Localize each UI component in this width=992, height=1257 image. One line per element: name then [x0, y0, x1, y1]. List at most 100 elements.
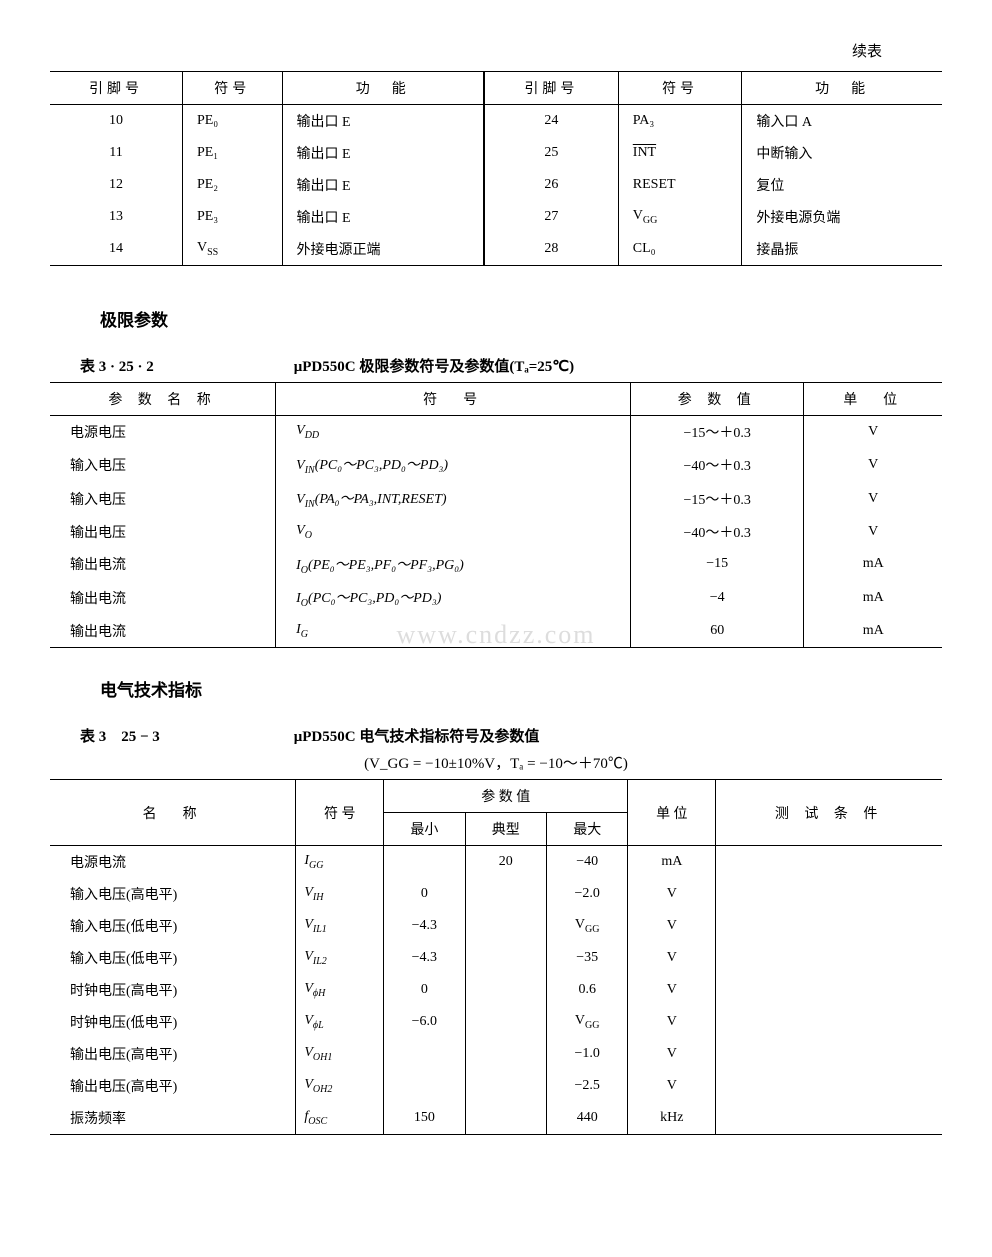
elec-typ	[465, 910, 546, 942]
table-row: 输出电流IO(PC₀～PC₃,PD₀～PD₃)−4mA	[50, 581, 942, 615]
elec-name: 时钟电压(高电平)	[50, 974, 296, 1006]
table-row: 振荡频率fOSC150440kHz	[50, 1102, 942, 1135]
pin-symbol: RESET	[618, 169, 742, 201]
elec-typ	[465, 1102, 546, 1135]
pin-num: 12	[50, 169, 182, 201]
table-row: 输出电压VO−40～＋0.3V	[50, 516, 942, 548]
elec-min: 0	[384, 974, 465, 1006]
elec-max: −40	[546, 846, 627, 879]
pin-symbol: PE₀	[182, 105, 282, 138]
param-unit: V	[804, 448, 942, 482]
t1-header: 引脚号	[50, 72, 182, 105]
pin-symbol: PE₂	[182, 169, 282, 201]
pin-func: 输入口 A	[742, 105, 942, 138]
elec-symbol: IGG	[296, 846, 384, 879]
elec-unit: V	[628, 878, 716, 910]
param-name: 输入电压	[50, 448, 276, 482]
t2-header: 单 位	[804, 383, 942, 416]
param-unit: mA	[804, 615, 942, 648]
param-symbol: IO(PE₀～PE₃,PF₀～PF₃,PG₀)	[276, 548, 631, 582]
elec-typ	[465, 942, 546, 974]
table-row: 输出电流IO(PE₀～PE₃,PF₀～PF₃,PG₀)−15mA	[50, 548, 942, 582]
pin-num: 14	[50, 233, 182, 266]
param-symbol: VIN(PA₀～PA₃,INT,RESET)	[276, 482, 631, 516]
elec-unit: mA	[628, 846, 716, 879]
pin-num: 26	[484, 169, 618, 201]
pin-num: 24	[484, 105, 618, 138]
param-value: −15	[631, 548, 804, 582]
table-row: 时钟电压(高电平)VϕH00.6V	[50, 974, 942, 1006]
elec-min	[384, 846, 465, 879]
pin-func: 输出口 E	[282, 105, 484, 138]
pin-func: 输出口 E	[282, 201, 484, 233]
table-row: 输入电压(低电平)VIL1−4.3VGGV	[50, 910, 942, 942]
elec-symbol: VϕL	[296, 1006, 384, 1038]
elec-cond	[716, 1006, 942, 1038]
table-row: 11PE₁输出口 E25INT中断输入	[50, 137, 942, 169]
table-row: 电源电流IGG20−40mA	[50, 846, 942, 879]
param-unit: mA	[804, 581, 942, 615]
elec-unit: V	[628, 974, 716, 1006]
elec-name: 输入电压(高电平)	[50, 878, 296, 910]
elec-max: −35	[546, 942, 627, 974]
param-unit: mA	[804, 548, 942, 582]
t3-h-max: 最大	[546, 813, 627, 846]
elec-symbol: VOH1	[296, 1038, 384, 1070]
elec-min	[384, 1038, 465, 1070]
table-row: 输入电压VIN(PC₀～PC₃,PD₀～PD₃)−40～＋0.3V	[50, 448, 942, 482]
table2-caption: 表 3 · 25 · 2 μPD550C 极限参数符号及参数值(Tₐ=25℃)	[80, 355, 942, 376]
elec-symbol: VOH2	[296, 1070, 384, 1102]
table-row: 输出电压(高电平)VOH2−2.5V	[50, 1070, 942, 1102]
param-name: 输出电流	[50, 615, 276, 648]
table-row: 14VSS外接电源正端28CL₀接晶振	[50, 233, 942, 266]
elec-max: −2.0	[546, 878, 627, 910]
elec-typ	[465, 974, 546, 1006]
elec-typ	[465, 1006, 546, 1038]
elec-unit: V	[628, 1006, 716, 1038]
pin-func: 输出口 E	[282, 137, 484, 169]
pin-table: 引脚号符号功 能引脚号符号功 能 10PE₀输出口 E24PA₃输入口 A11P…	[50, 71, 942, 266]
elec-name: 输入电压(低电平)	[50, 910, 296, 942]
elec-name: 输入电压(低电平)	[50, 942, 296, 974]
elec-symbol: VϕH	[296, 974, 384, 1006]
continued-label: 续表	[50, 40, 942, 61]
elec-typ: 20	[465, 846, 546, 879]
elec-max: −2.5	[546, 1070, 627, 1102]
t1-header: 符号	[182, 72, 282, 105]
pin-symbol: PA₃	[618, 105, 742, 138]
elec-cond	[716, 1038, 942, 1070]
table-row: 电源电压VDD−15～＋0.3V	[50, 416, 942, 449]
pin-func: 外接电源正端	[282, 233, 484, 266]
param-symbol: VDD	[276, 416, 631, 449]
table-row: 输出电流IG60mA	[50, 615, 942, 648]
elec-typ	[465, 1038, 546, 1070]
pin-symbol: CL₀	[618, 233, 742, 266]
elec-typ	[465, 1070, 546, 1102]
elec-name: 振荡频率	[50, 1102, 296, 1135]
param-name: 输出电流	[50, 548, 276, 582]
t3-h-typ: 典型	[465, 813, 546, 846]
elec-max: 440	[546, 1102, 627, 1135]
elec-name: 时钟电压(低电平)	[50, 1006, 296, 1038]
pin-symbol: PE₁	[182, 137, 282, 169]
elec-cond	[716, 846, 942, 879]
pin-func: 接晶振	[742, 233, 942, 266]
param-value: −15～＋0.3	[631, 482, 804, 516]
param-unit: V	[804, 516, 942, 548]
elec-cond	[716, 1102, 942, 1135]
pin-symbol: PE₃	[182, 201, 282, 233]
elec-max: VGG	[546, 1006, 627, 1038]
elec-symbol: VIH	[296, 878, 384, 910]
t2-header: 参 数 名 称	[50, 383, 276, 416]
section-electrical: 电气技术指标	[100, 676, 942, 701]
pin-symbol: INT	[618, 137, 742, 169]
elec-min: 0	[384, 878, 465, 910]
pin-num: 13	[50, 201, 182, 233]
pin-func: 外接电源负端	[742, 201, 942, 233]
elec-unit: V	[628, 1038, 716, 1070]
pin-num: 25	[484, 137, 618, 169]
elec-unit: V	[628, 1070, 716, 1102]
param-symbol: IO(PC₀～PC₃,PD₀～PD₃)	[276, 581, 631, 615]
t1-header: 功 能	[282, 72, 484, 105]
elec-unit: V	[628, 910, 716, 942]
